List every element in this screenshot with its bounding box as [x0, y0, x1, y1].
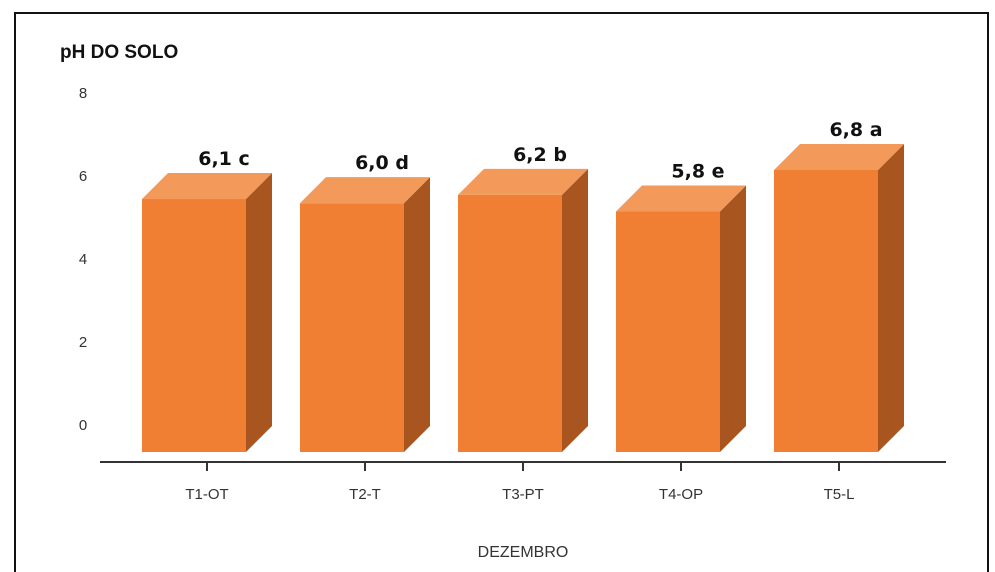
data-label: 6,8 a: [829, 119, 882, 141]
data-label: 6,1 c: [198, 148, 250, 170]
bar-side-face: [720, 185, 746, 452]
bar-t1-ot: 6,1 c: [142, 148, 272, 452]
bar-top-face: [616, 185, 746, 212]
data-label: 6,2 b: [513, 144, 567, 166]
y-axis-ticks: 0 2 4 6 8: [79, 85, 87, 434]
data-label: 6,0 d: [355, 152, 409, 174]
y-tick-label: 0: [79, 417, 87, 434]
bar-side-face: [404, 177, 430, 453]
bar-front-face: [458, 194, 562, 452]
bars-group: 6,1 c 6,0 d 6,2 b 5,8 e 6,8 a: [142, 119, 904, 453]
bar-top-face: [142, 173, 272, 200]
chart-frame: [14, 12, 989, 572]
bar-side-face: [246, 173, 272, 452]
bar-top-face: [300, 177, 430, 204]
x-tick-label: T5-L: [824, 486, 855, 503]
bar-front-face: [142, 199, 246, 452]
data-label: 5,8 e: [671, 160, 724, 182]
bar-front-face: [300, 203, 404, 452]
y-tick-label: 8: [79, 85, 87, 102]
bar-front-face: [616, 211, 720, 452]
bar-top-face: [774, 144, 904, 170]
bar-t3-pt: 6,2 b: [458, 144, 588, 452]
bar-front-face: [774, 170, 878, 452]
x-axis-title: DEZEMBRO: [478, 544, 569, 561]
y-axis-title: pH DO SOLO: [60, 42, 178, 63]
x-tick-label: T3-PT: [502, 486, 544, 503]
y-tick-label: 6: [79, 168, 87, 185]
y-tick-label: 4: [79, 251, 87, 268]
y-tick-label: 2: [79, 334, 87, 351]
bar-top-face: [458, 168, 588, 195]
x-tick-label: T2-T: [349, 486, 381, 503]
bar-t5-l: 6,8 a: [774, 119, 904, 452]
bar-side-face: [878, 144, 904, 452]
x-tick-label: T4-OP: [659, 486, 703, 503]
x-axis-ticks: T1-OT T2-T T3-PT T4-OP T5-L: [185, 462, 854, 503]
bar-side-face: [562, 168, 588, 452]
bar-t2-t: 6,0 d: [300, 152, 430, 453]
x-tick-label: T1-OT: [185, 486, 228, 503]
bar-t4-op: 5,8 e: [616, 160, 746, 452]
